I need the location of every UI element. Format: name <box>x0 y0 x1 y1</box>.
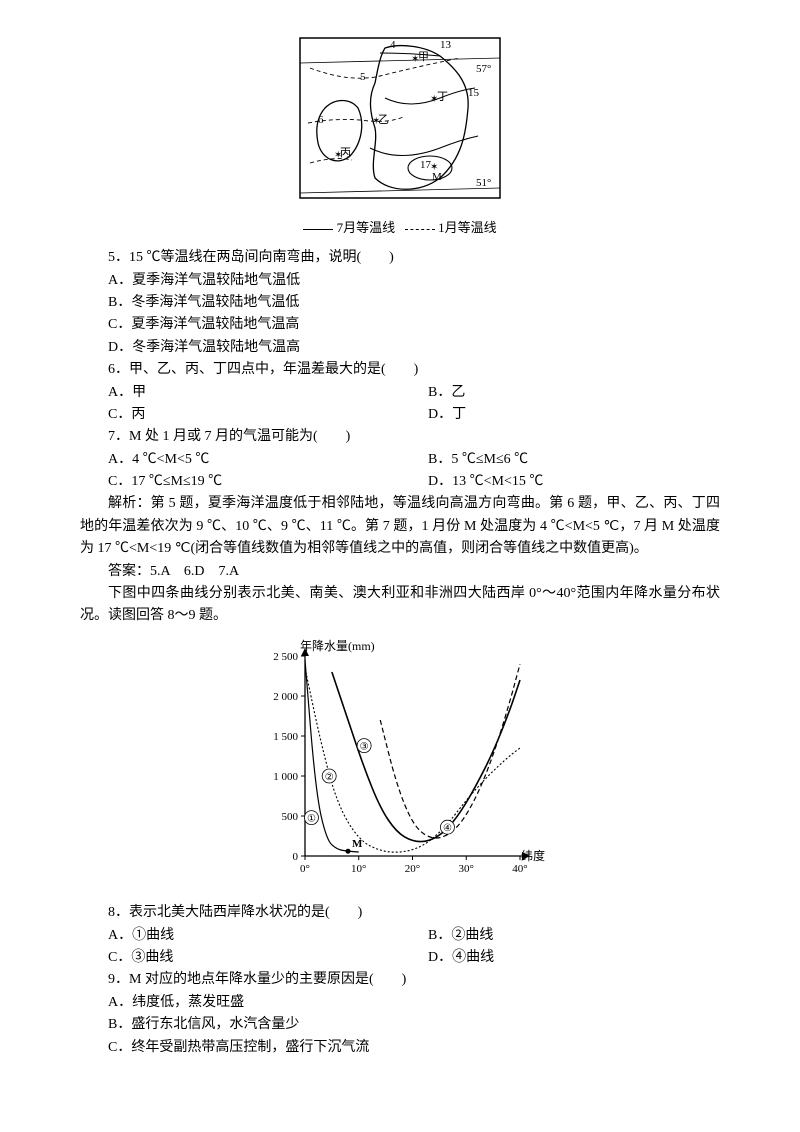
precip-chart-svg: 0 500 1 000 1 500 2 000 2 500 0° 10° 20° 30° 40° 年降… <box>250 636 550 886</box>
q8-C: C．③曲线 <box>80 947 400 969</box>
q9-B: B．盛行东北信风，水汽含量少 <box>80 1014 720 1036</box>
q7-options-2: C．17 ℃≤M≤19 ℃ D．13 ℃<M<15 ℃ <box>80 471 720 493</box>
svg-text:0: 0 <box>293 851 299 863</box>
svg-text:10°: 10° <box>351 863 366 875</box>
q5-A: A．夏季海洋气温较陆地气温低 <box>80 270 720 292</box>
svg-text:②: ② <box>325 772 334 783</box>
q7-options: A．4 ℃<M<5 ℃ B．5 ℃≤M≤6 ℃ <box>80 449 720 471</box>
q9-stem: 9．M 对应的地点年降水量少的主要原因是( ) <box>80 969 720 991</box>
q6-D: D．丁 <box>400 404 720 426</box>
svg-text:1 500: 1 500 <box>273 731 298 743</box>
svg-text:500: 500 <box>282 811 299 823</box>
q8-D: D．④曲线 <box>400 947 720 969</box>
intro-2: 下图中四条曲线分别表示北美、南美、澳大利亚和非洲四大陆西岸 0°～40°范围内年… <box>80 583 720 628</box>
svg-text:51°: 51° <box>476 177 491 189</box>
svg-text:M: M <box>352 838 363 850</box>
q5-D: D．冬季海洋气温较陆地气温高 <box>80 337 720 359</box>
svg-text:5: 5 <box>360 71 366 83</box>
svg-text:40°: 40° <box>512 863 527 875</box>
q7-stem: 7．M 处 1 月或 7 月的气温可能为( ) <box>80 426 720 448</box>
svg-text:✶: ✶ <box>430 162 438 173</box>
svg-text:20°: 20° <box>405 863 420 875</box>
q7-B: B．5 ℃≤M≤6 ℃ <box>400 449 720 471</box>
svg-text:1 000: 1 000 <box>273 771 298 783</box>
svg-text:6: 6 <box>318 114 324 126</box>
svg-text:4: 4 <box>390 39 396 51</box>
svg-text:15: 15 <box>468 87 480 99</box>
figure-2: 0 500 1 000 1 500 2 000 2 500 0° 10° 20° 30° 40° 年降… <box>80 636 720 894</box>
q6-C: C．丙 <box>80 404 400 426</box>
q8-A: A．①曲线 <box>80 925 400 947</box>
q9-C: C．终年受副热带高压控制，盛行下沉气流 <box>80 1037 720 1059</box>
q7-D: D．13 ℃<M<15 ℃ <box>400 471 720 493</box>
answer-1: 答案：5.A 6.D 7.A <box>80 561 720 583</box>
svg-text:①: ① <box>307 813 316 824</box>
svg-text:2 500: 2 500 <box>273 651 298 663</box>
svg-text:✶: ✶ <box>411 54 419 65</box>
q7-C: C．17 ℃≤M≤19 ℃ <box>80 471 400 493</box>
q8-options: A．①曲线 B．②曲线 <box>80 925 720 947</box>
q6-options-2: C．丙 D．丁 <box>80 404 720 426</box>
svg-text:年降水量(mm): 年降水量(mm) <box>300 639 375 653</box>
q5-B: B．冬季海洋气温较陆地气温低 <box>80 292 720 314</box>
svg-text:57°: 57° <box>476 63 491 75</box>
explanation-1: 解析：第 5 题，夏季海洋温度低于相邻陆地，等温线向高温方向弯曲。第 6 题，甲… <box>80 493 720 560</box>
svg-text:③: ③ <box>360 741 369 752</box>
map-svg: 57° 51° 4 13 甲 5 6 乙 丙 丁 15 17 <box>290 28 510 208</box>
svg-text:✶: ✶ <box>334 150 342 161</box>
caption-jan: 1月等温线 <box>438 220 497 235</box>
svg-text:纬度: 纬度 <box>521 848 545 863</box>
svg-text:0°: 0° <box>300 863 310 875</box>
q6-stem: 6．甲、乙、丙、丁四点中，年温差最大的是( ) <box>80 359 720 381</box>
q6-B: B．乙 <box>400 382 720 404</box>
svg-text:甲: 甲 <box>418 51 429 63</box>
q6-options: A．甲 B．乙 <box>80 382 720 404</box>
svg-text:丁: 丁 <box>437 91 448 103</box>
figure-1-caption: 7月等温线 1月等温线 <box>80 218 720 239</box>
svg-text:✶: ✶ <box>372 116 380 127</box>
q5-C: C．夏季海洋气温较陆地气温高 <box>80 314 720 336</box>
q6-A: A．甲 <box>80 382 400 404</box>
svg-text:✶: ✶ <box>430 94 438 105</box>
svg-text:30°: 30° <box>459 863 474 875</box>
svg-text:④: ④ <box>443 823 452 834</box>
q5-stem: 5．15 ℃等温线在两岛间向南弯曲，说明( ) <box>80 247 720 269</box>
caption-july: 7月等温线 <box>337 220 396 235</box>
svg-text:2 000: 2 000 <box>273 691 298 703</box>
svg-text:13: 13 <box>440 39 452 51</box>
q7-A: A．4 ℃<M<5 ℃ <box>80 449 400 471</box>
page: 57° 51° 4 13 甲 5 6 乙 丙 丁 15 17 <box>0 0 800 1079</box>
figure-1: 57° 51° 4 13 甲 5 6 乙 丙 丁 15 17 <box>80 28 720 239</box>
q8-stem: 8．表示北美大陆西岸降水状况的是( ) <box>80 902 720 924</box>
q8-options-2: C．③曲线 D．④曲线 <box>80 947 720 969</box>
q8-B: B．②曲线 <box>400 925 720 947</box>
q9-A: A．纬度低，蒸发旺盛 <box>80 992 720 1014</box>
